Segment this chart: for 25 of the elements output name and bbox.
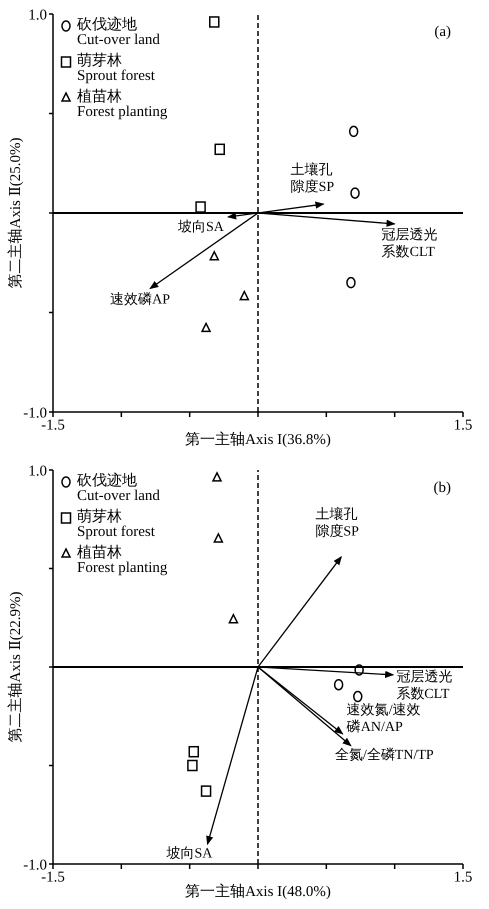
- legend-label: 砍伐迹地 Cut-over land: [77, 17, 160, 48]
- x-axis-title: 第一主轴Axis I(48.0%): [185, 883, 331, 900]
- y-tick-label: 1.0: [28, 463, 47, 480]
- series-label: 坡向SA: [177, 218, 225, 235]
- legend-label: 植苗林 Forest planting: [77, 89, 168, 120]
- y-axis-title: 第二主轴Axis Ⅱ(25.0%): [7, 137, 24, 289]
- x-tick-label: 1.5: [454, 870, 472, 886]
- x-tick-label: 1.5: [454, 418, 472, 434]
- series-label: 冠层透光系数CLT: [396, 668, 452, 702]
- series-label: 速效氮/速效磷AN/AP: [346, 702, 421, 735]
- legend-label: 萌芽林 Sprout forest: [77, 509, 155, 540]
- y-tick-label: 1.0: [28, 7, 47, 24]
- legend-label: 萌芽林 Sprout forest: [77, 53, 155, 84]
- y-axis-title: 第二主轴Axis Ⅱ(22.9%): [7, 591, 24, 743]
- legend-label: 植苗林 Forest planting: [77, 545, 168, 576]
- series-label: 土壤孔隙度SP: [315, 506, 360, 540]
- series-label: 速效磷AP: [110, 292, 170, 308]
- series-label: 土壤孔隙度SP: [290, 162, 334, 196]
- annotation: (a): [434, 24, 451, 41]
- series-label: 冠层透光系数CLT: [382, 226, 438, 260]
- series-label: 坡向SA: [165, 845, 214, 862]
- series-label: 全氮/全磷TN/TP: [334, 746, 434, 763]
- x-axis-title: 第一主轴Axis I(36.8%): [185, 431, 331, 448]
- annotation: (b): [434, 480, 451, 497]
- legend-label: 砍伐迹地 Cut-over land: [77, 473, 160, 504]
